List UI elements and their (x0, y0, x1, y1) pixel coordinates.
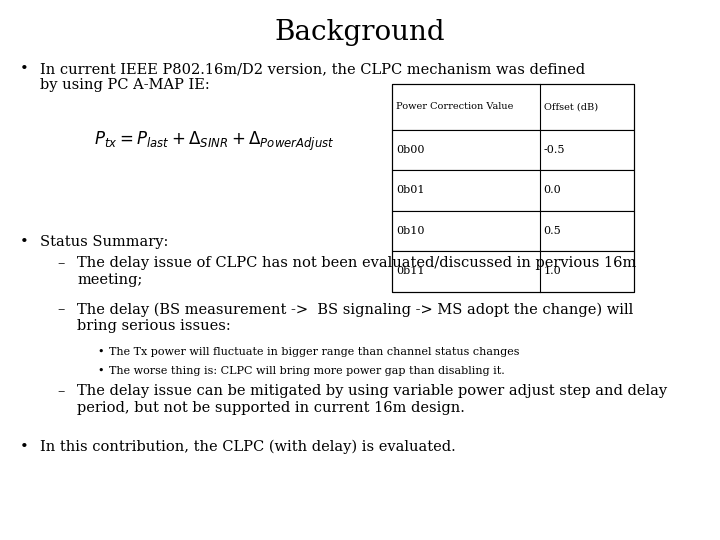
Bar (392, 84, 634, 292)
Text: $P_{tx} = P_{last} + \Delta_{SINR} + \Delta_{PowerAdjust}$: $P_{tx} = P_{last} + \Delta_{SINR} + \De… (94, 130, 334, 153)
Text: •: • (20, 62, 29, 76)
Text: In this contribution, the CLPC (with delay) is evaluated.: In this contribution, the CLPC (with del… (40, 440, 455, 455)
Text: 0b10: 0b10 (396, 226, 425, 236)
Bar (392, 170, 634, 211)
Text: In current IEEE P802.16m/D2 version, the CLPC mechanism was defined
by using PC : In current IEEE P802.16m/D2 version, the… (40, 62, 585, 92)
Bar (392, 130, 634, 170)
Text: •: • (97, 347, 104, 357)
Text: •: • (97, 366, 104, 376)
Text: –: – (58, 256, 65, 271)
Text: 0.5: 0.5 (544, 226, 562, 236)
Text: The delay issue can be mitigated by using variable power adjust step and delay
p: The delay issue can be mitigated by usin… (77, 384, 667, 415)
Text: 1.0: 1.0 (544, 266, 562, 276)
Text: 0b11: 0b11 (396, 266, 425, 276)
Text: -0.5: -0.5 (544, 145, 565, 155)
Text: The Tx power will fluctuate in bigger range than channel status changes: The Tx power will fluctuate in bigger ra… (109, 347, 520, 357)
Text: Status Summary:: Status Summary: (40, 235, 168, 249)
Text: 0b00: 0b00 (396, 145, 425, 155)
Bar (392, 211, 634, 251)
Text: Offset (dB): Offset (dB) (544, 102, 598, 111)
Bar (392, 84, 634, 130)
Text: Background: Background (275, 19, 445, 46)
Text: –: – (58, 302, 65, 316)
Text: Power Correction Value: Power Correction Value (396, 102, 513, 111)
Text: The worse thing is: CLPC will bring more power gap than disabling it.: The worse thing is: CLPC will bring more… (109, 366, 505, 376)
Text: The delay (BS measurement ->  BS signaling -> MS adopt the change) will
bring se: The delay (BS measurement -> BS signalin… (77, 302, 634, 333)
Text: –: – (58, 384, 65, 399)
Text: 0.0: 0.0 (544, 185, 562, 195)
Bar (392, 251, 634, 292)
Text: •: • (20, 440, 29, 454)
Text: •: • (20, 235, 29, 249)
Text: 0b01: 0b01 (396, 185, 425, 195)
Text: The delay issue of CLPC has not been evaluated/discussed in pervious 16m
meeting: The delay issue of CLPC has not been eva… (77, 256, 636, 287)
